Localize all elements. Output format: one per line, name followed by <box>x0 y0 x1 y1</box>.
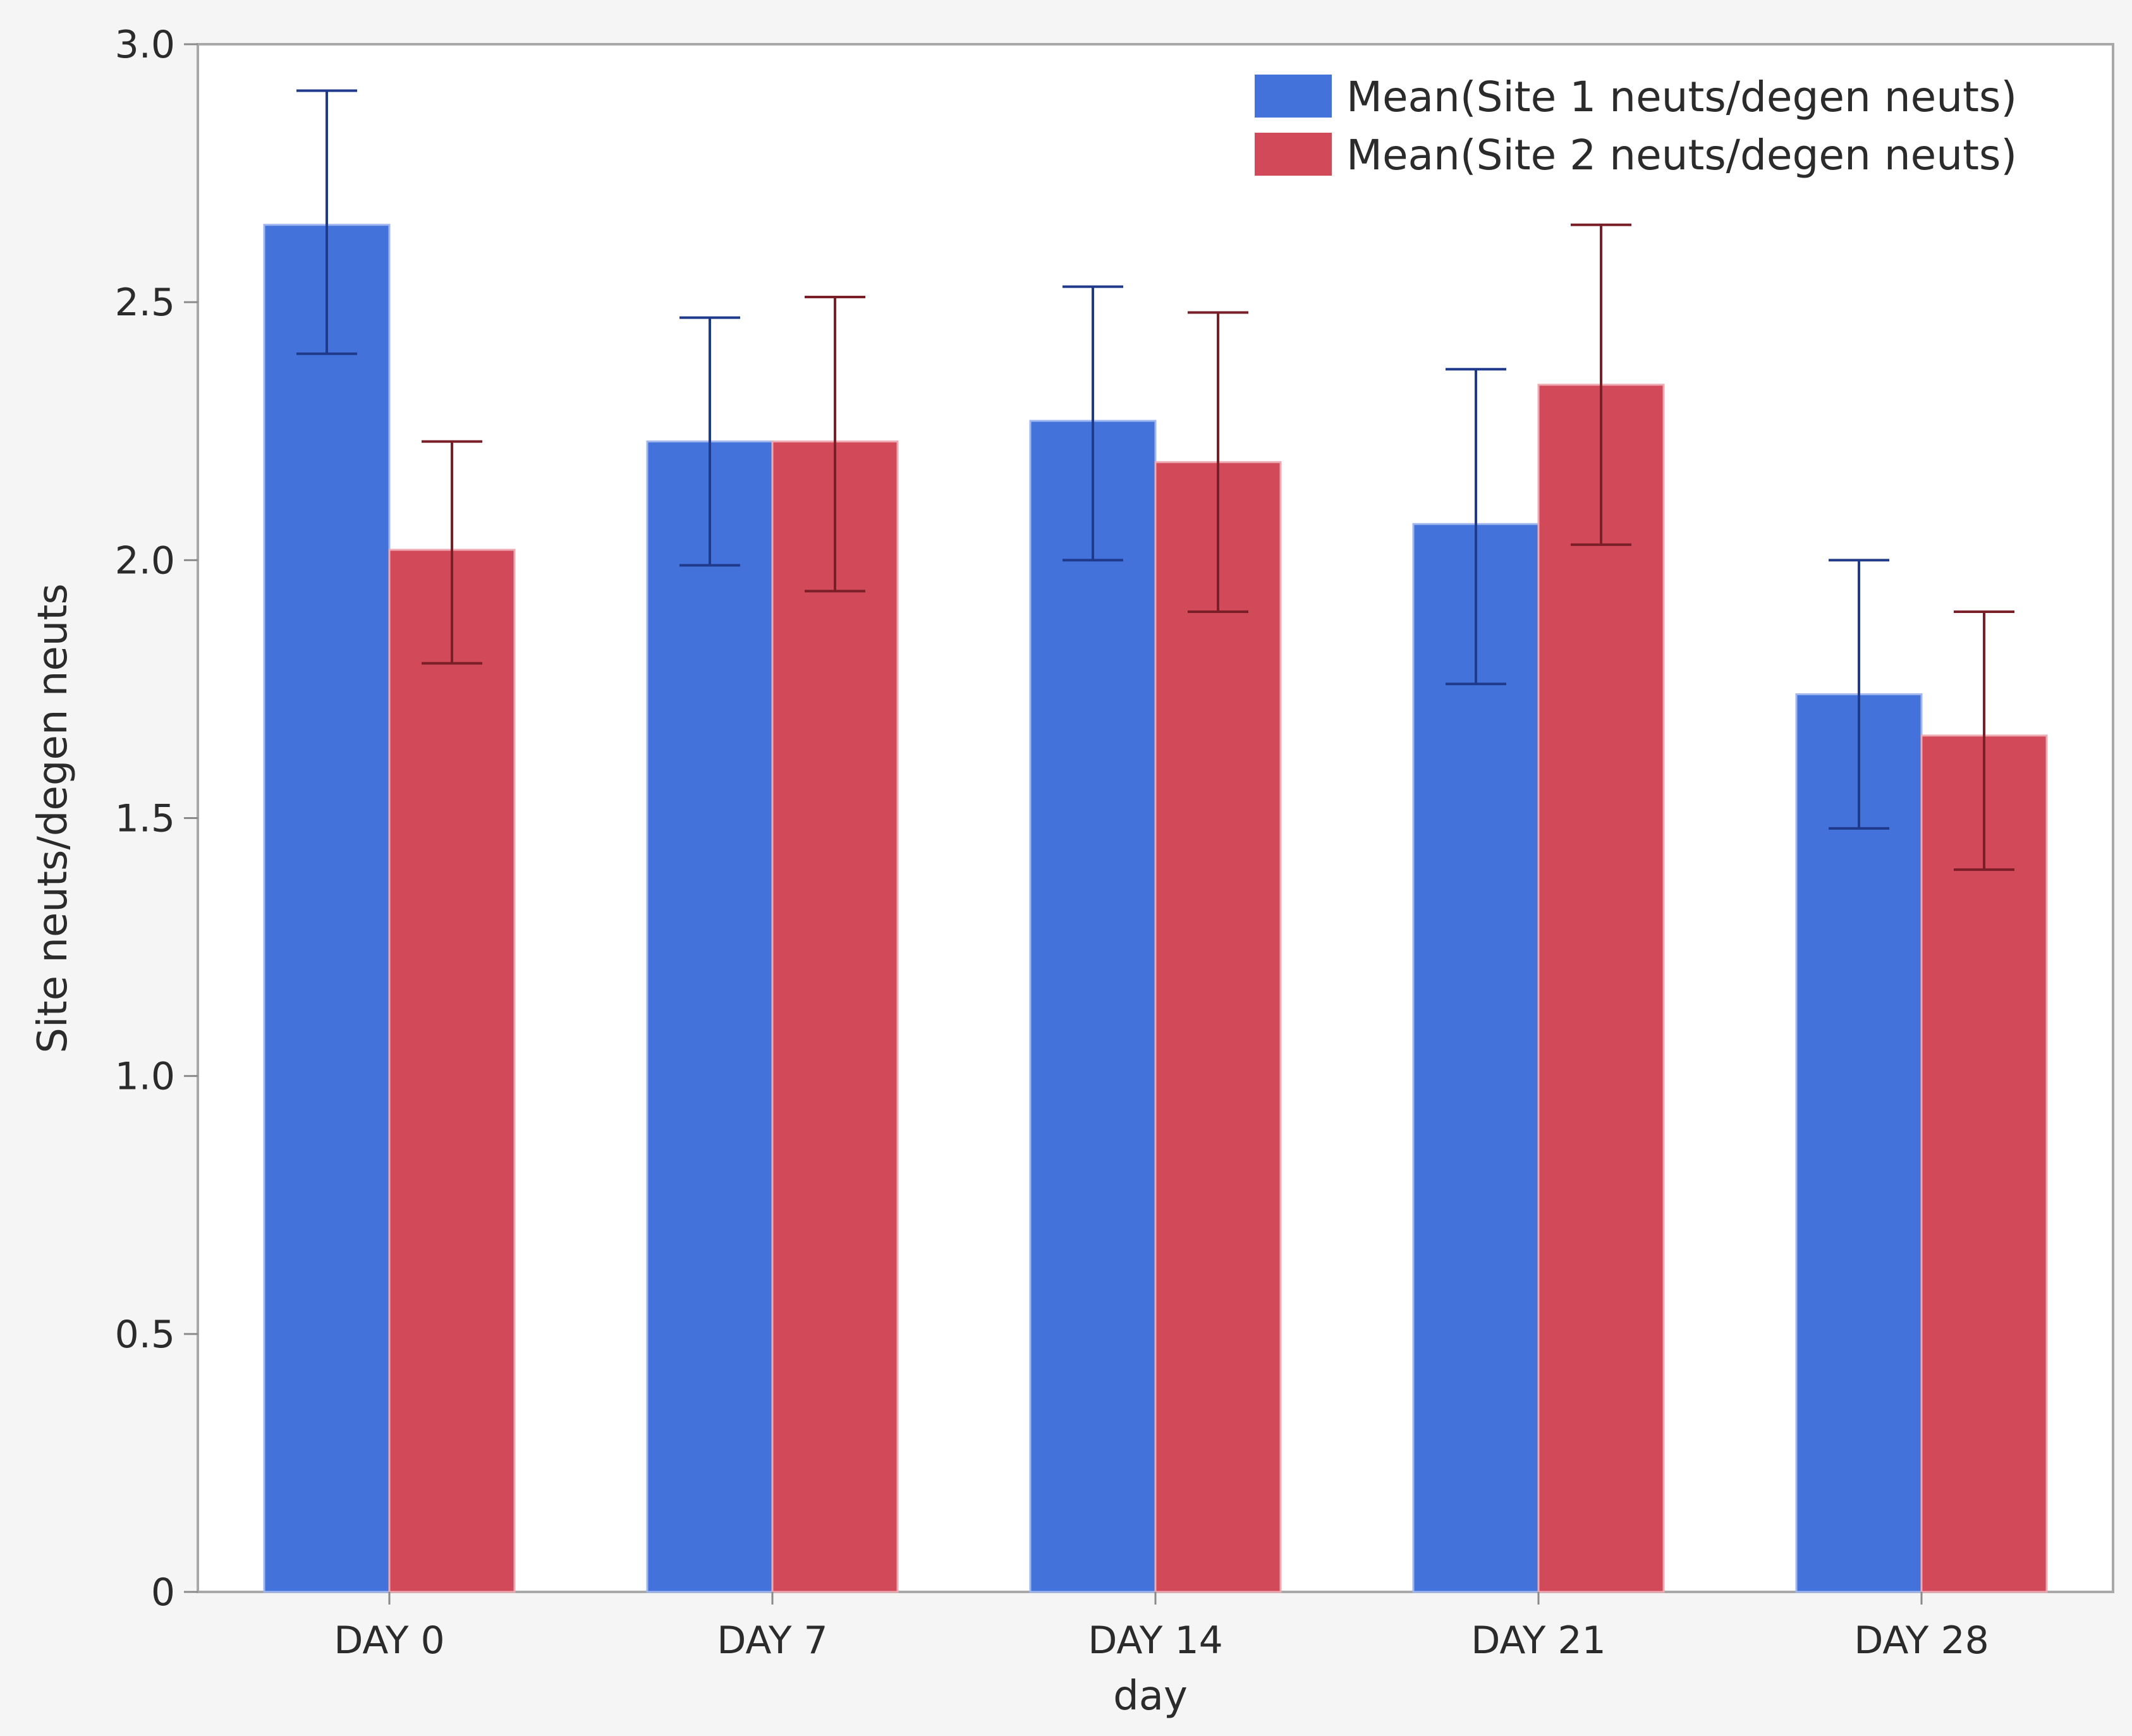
y-tick-label: 0 <box>151 1570 175 1615</box>
x-axis: DAY 0 DAY 7 DAY 14 DAY 21 DAY 28 <box>334 1592 1989 1663</box>
bar-series-2 <box>388 549 516 1593</box>
y-tick-label: 0.5 <box>115 1313 175 1357</box>
bar-series-2 <box>1920 734 2048 1593</box>
legend-label-site-1: Mean(Site 1 neuts/degen neuts) <box>1346 73 2017 121</box>
bars-layer <box>263 224 2048 1593</box>
bar-series-2 <box>771 440 899 1593</box>
x-tick-label: DAY 7 <box>717 1618 827 1663</box>
x-tick-label: DAY 0 <box>334 1618 444 1663</box>
x-axis-title: day <box>1113 1673 1188 1720</box>
legend: Mean(Site 1 neuts/degen neuts) Mean(Site… <box>1255 73 2017 179</box>
legend-swatch-site-2 <box>1255 133 1332 176</box>
legend-label-site-2: Mean(Site 2 neuts/degen neuts) <box>1346 131 2017 179</box>
bar-series-2 <box>1154 461 1282 1593</box>
x-tick-label: DAY 28 <box>1854 1618 1989 1663</box>
y-tick-label: 1.5 <box>115 797 175 841</box>
bar-series-1 <box>1412 523 1540 1593</box>
bar-series-1 <box>1029 420 1157 1593</box>
bar-series-1 <box>263 224 391 1593</box>
y-axis-title: Site neuts/degen neuts <box>30 583 76 1053</box>
y-tick-label: 1.0 <box>115 1055 175 1099</box>
y-tick-label: 2.5 <box>115 281 175 325</box>
bar-series-1 <box>1795 693 1923 1593</box>
y-tick-label: 3.0 <box>115 23 175 67</box>
bar-series-2 <box>1537 384 1665 1593</box>
x-tick-label: DAY 14 <box>1088 1618 1223 1663</box>
x-tick-label: DAY 21 <box>1471 1618 1606 1663</box>
error-bars-layer <box>296 89 2014 871</box>
y-tick-label: 2.0 <box>115 538 175 583</box>
legend-swatch-site-1 <box>1255 75 1332 118</box>
bar-series-1 <box>646 440 774 1593</box>
y-axis: 0 0.5 1.0 1.5 2.0 2.5 3.0 <box>115 23 198 1615</box>
